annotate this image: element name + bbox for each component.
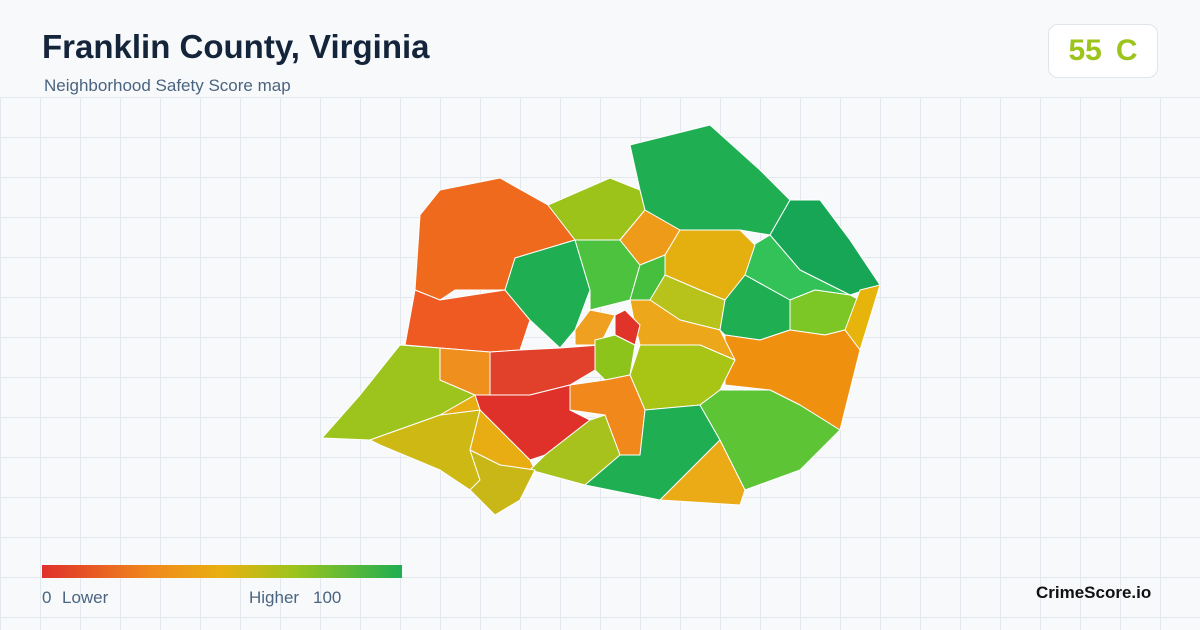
- region: [469, 449, 536, 516]
- legend-min-label: Lower: [62, 588, 109, 607]
- legend-max: 100: [313, 588, 342, 607]
- region: [614, 309, 641, 346]
- title: Franklin County, Virginia: [42, 28, 430, 65]
- region: [699, 389, 841, 491]
- region: [439, 347, 491, 396]
- brand: CrimeScore.io: [1036, 583, 1152, 602]
- legend-min: 0: [42, 588, 52, 607]
- subtitle: Neighborhood Safety Score map: [44, 76, 291, 95]
- region: [404, 289, 531, 353]
- region: [594, 334, 636, 381]
- score-badge: 55 C: [1048, 24, 1158, 78]
- legend-gradient: [42, 565, 402, 578]
- score-grade: C: [1115, 34, 1138, 67]
- region: [439, 394, 536, 471]
- legend-max-label: Higher: [249, 588, 300, 607]
- region: [724, 329, 861, 431]
- score-value: 55: [1068, 34, 1102, 67]
- region: [629, 124, 791, 236]
- region: [574, 309, 616, 346]
